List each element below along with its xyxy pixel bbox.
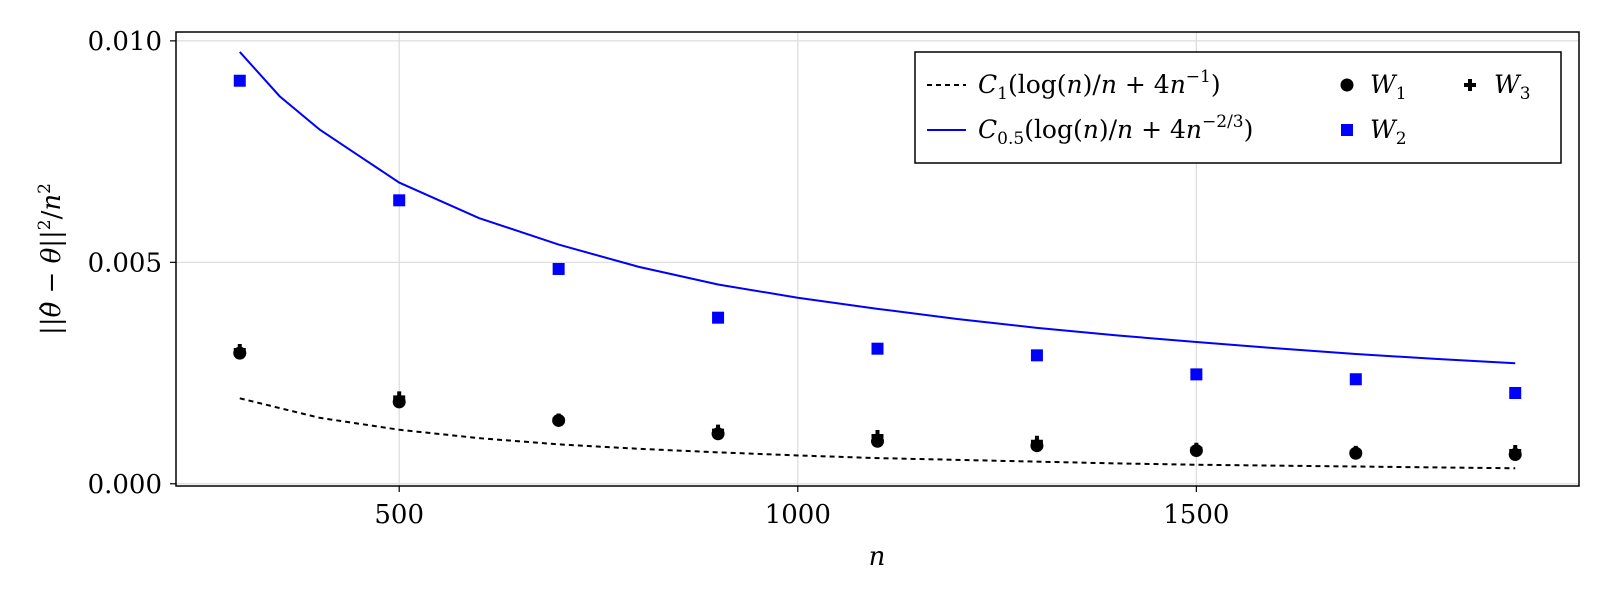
y-tick-label: 0.010 <box>88 27 162 57</box>
series-w2-point <box>393 194 406 207</box>
series-w3-point <box>712 424 725 437</box>
legend-label-w2: W2 <box>1370 115 1407 149</box>
legend-marker-w3 <box>1464 79 1476 91</box>
legend-label-w1: W1 <box>1370 70 1407 104</box>
y-tick-label: 0.005 <box>88 248 162 278</box>
legend-box <box>914 51 1562 164</box>
series-w3-point <box>1349 445 1362 458</box>
series-w3-point <box>233 344 246 357</box>
series-w2-point <box>1190 368 1203 381</box>
series-c1-line <box>239 397 1516 470</box>
series-w3-point <box>552 413 565 426</box>
axis-ticks: 500 1000 1500 0.000 0.005 0.010 <box>88 27 1230 530</box>
series-w3-point <box>871 429 884 442</box>
series-w2-point <box>871 342 884 355</box>
legend-label-c05: C0.5(log(n)/n + 4n−2/3) <box>978 112 1253 149</box>
series-w3-point <box>1190 442 1203 455</box>
series-w2-point <box>552 262 565 275</box>
y-axis-label: ||θ̂ − θ||2/n2 <box>35 183 67 335</box>
x-tick-label: 1500 <box>1163 500 1229 530</box>
plot-area <box>233 51 1522 470</box>
x-tick-label: 500 <box>374 500 424 530</box>
plot-frame <box>175 31 1580 487</box>
series-c05-line <box>239 51 1516 365</box>
series-w2-point <box>712 311 725 324</box>
legend-marker-w2 <box>1341 124 1353 136</box>
series-w3-point <box>1509 445 1522 458</box>
series-w3-point <box>1030 435 1043 448</box>
series-w2-point <box>233 74 246 87</box>
legend-label-w3: W3 <box>1494 70 1531 104</box>
series-w3-point <box>393 391 406 404</box>
svg-text:||θ̂ − θ||2/n2: ||θ̂ − θ||2/n2 <box>35 183 67 335</box>
series-w2-point <box>1349 373 1362 386</box>
series-w2-point <box>1509 386 1522 399</box>
series-w2-point <box>1030 349 1043 362</box>
legend-marker-w1 <box>1340 78 1354 92</box>
x-axis-label: n <box>869 542 886 572</box>
legend: C1(log(n)/n + 4n−1) C0.5(log(n)/n + 4n−2… <box>914 51 1562 164</box>
legend-label-c1: C1(log(n)/n + 4n−1) <box>978 67 1221 104</box>
y-tick-label: 0.000 <box>88 470 162 500</box>
x-tick-label: 1000 <box>765 500 831 530</box>
